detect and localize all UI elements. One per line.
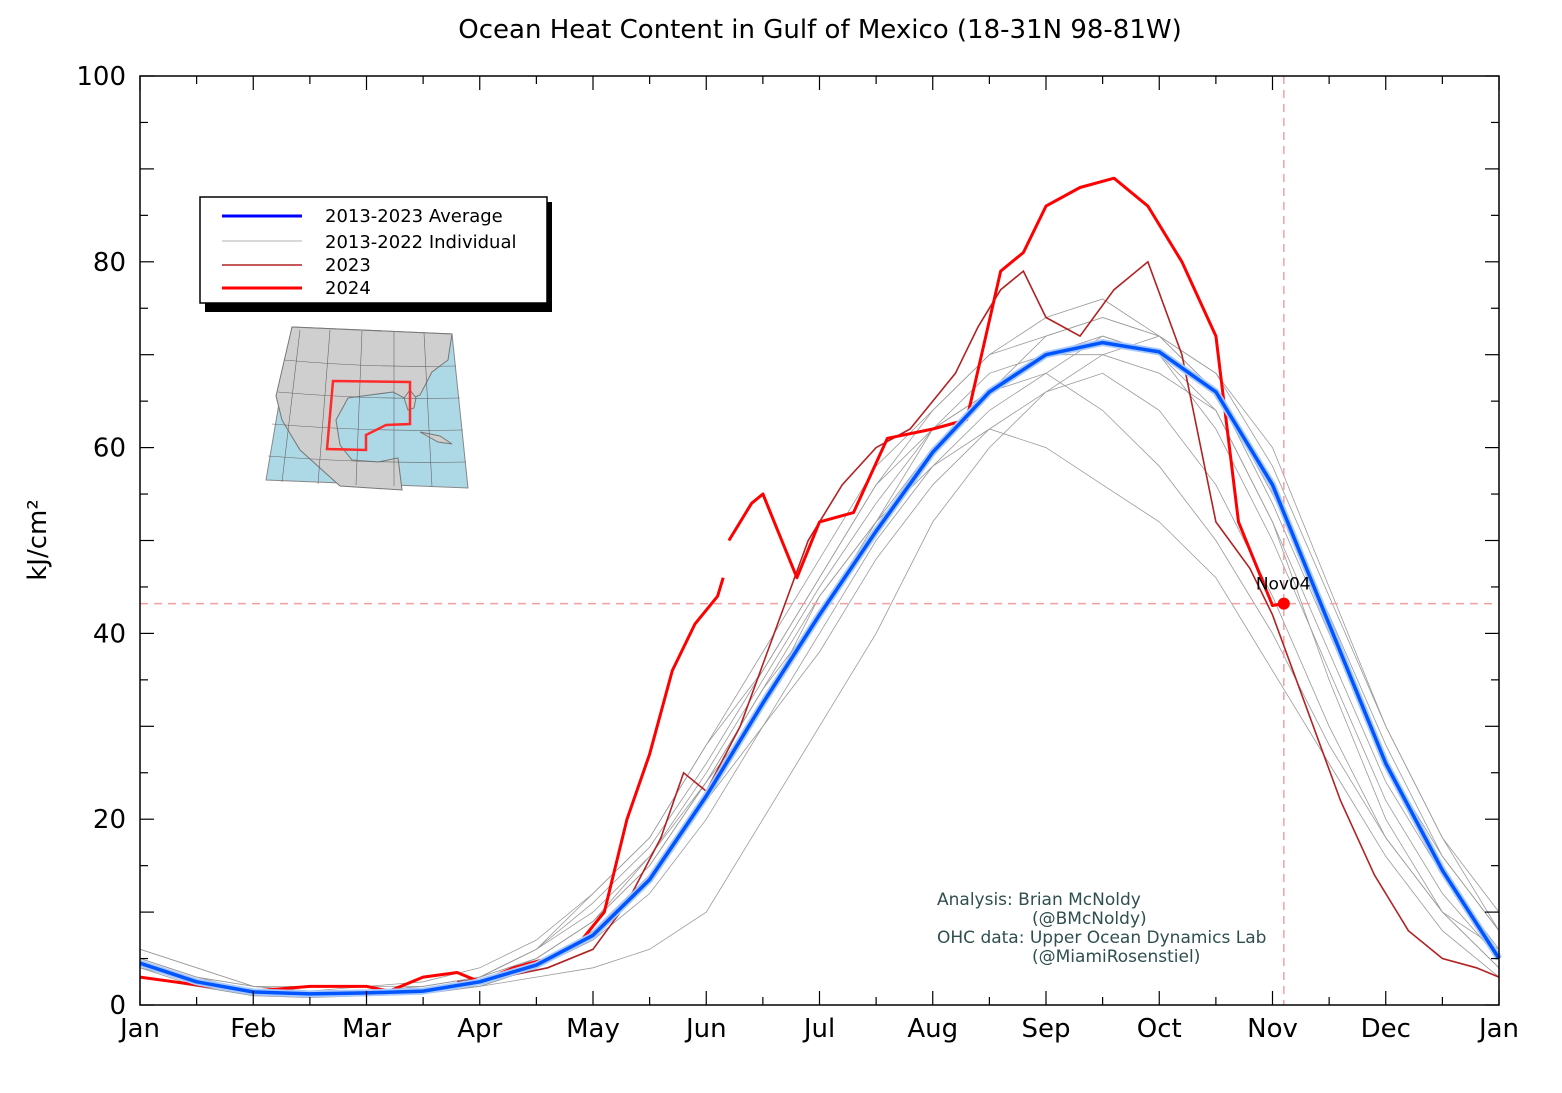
x-tick-label: Apr <box>457 1014 502 1044</box>
legend-label-individual: 2013-2022 Individual <box>325 232 517 253</box>
axis-ticks <box>139 75 1500 1006</box>
credit-analysis: Analysis: Brian McNoldy <box>937 890 1141 910</box>
map-region-outline <box>325 379 412 452</box>
x-tick-label: Mar <box>342 1014 391 1044</box>
x-tick-label: Feb <box>230 1014 276 1044</box>
x-tick-label: Jan <box>1477 1014 1519 1044</box>
y-tick-label: 60 <box>93 434 126 464</box>
credit-data-handle: (@MiamiRosenstiel) <box>1032 947 1200 967</box>
x-tick-label: Nov <box>1247 1014 1298 1044</box>
map-gridlines <box>267 329 467 488</box>
x-tick-label: Jul <box>802 1014 835 1044</box>
chart-title: Ocean Heat Content in Gulf of Mexico (18… <box>458 15 1181 45</box>
x-tick-labels: Jan Feb Mar Apr May Jun Jul Aug Sep Oct Nov Dec Jan <box>118 1014 1519 1044</box>
y-tick-labels: 0 20 40 60 80 100 <box>76 62 126 1021</box>
credit-analysis-handle: (@BMcNoldy) <box>1032 909 1147 929</box>
x-tick-label: Sep <box>1021 1014 1070 1044</box>
y-tick-label: 20 <box>93 805 126 835</box>
credits: Analysis: Brian McNoldy (@BMcNoldy) OHC … <box>937 890 1266 967</box>
y-tick-label: 80 <box>93 248 126 278</box>
x-tick-label: Aug <box>907 1014 958 1044</box>
x-tick-label: Oct <box>1137 1014 1182 1044</box>
y-tick-label: 40 <box>93 619 126 649</box>
series-line-2024-segment-2 <box>727 176 1285 607</box>
legend-label-2023: 2023 <box>325 255 371 276</box>
y-axis-label: kJ/cm² <box>23 499 53 581</box>
current-point-group: Nov04 <box>1256 575 1311 610</box>
inset-region-map <box>265 326 469 491</box>
x-tick-label: Dec <box>1361 1014 1411 1044</box>
current-point-marker <box>1277 597 1290 610</box>
x-tick-label: Jan <box>118 1014 160 1044</box>
legend: 2013-2023 Average 2013-2022 Individual 2… <box>199 196 552 312</box>
map-land <box>275 326 453 491</box>
x-tick-label: May <box>566 1014 620 1044</box>
series-line-2023 <box>457 260 1500 983</box>
legend-label-2024: 2024 <box>325 278 371 299</box>
x-tick-label: Jun <box>684 1014 727 1044</box>
y-tick-label: 100 <box>76 62 126 92</box>
reference-lines <box>140 76 1499 1005</box>
legend-label-average: 2013-2023 Average <box>325 206 503 227</box>
y-tick-label: 0 <box>109 991 126 1021</box>
current-point-label: Nov04 <box>1256 575 1311 595</box>
map-cuba <box>419 431 453 445</box>
credit-data: OHC data: Upper Ocean Dynamics Lab <box>937 928 1266 948</box>
